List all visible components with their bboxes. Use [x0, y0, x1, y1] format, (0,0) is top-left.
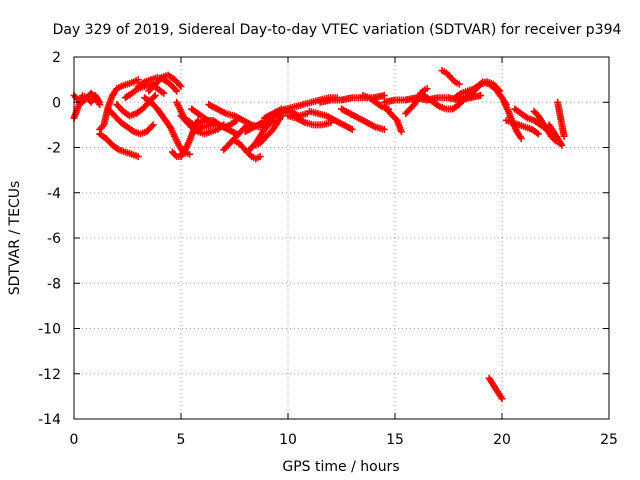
data-point — [348, 125, 356, 133]
series-arc-27 — [338, 105, 388, 133]
y-tick-label: -12 — [38, 367, 61, 383]
data-point — [477, 91, 485, 99]
data-point — [558, 141, 566, 149]
data-point — [380, 125, 388, 133]
data-point — [256, 153, 264, 161]
data-point — [423, 85, 431, 93]
series-arc-40 — [545, 121, 566, 149]
x-tick-label: 25 — [600, 432, 618, 448]
series-arc-36 — [500, 98, 525, 142]
y-tick-label: -14 — [38, 412, 61, 428]
data-point — [96, 101, 104, 109]
series-arc-24 — [284, 112, 335, 129]
y-tick-label: -2 — [47, 141, 61, 157]
series-arc-41 — [554, 98, 568, 140]
y-tick-label: -10 — [38, 322, 61, 338]
series-arc-20 — [252, 112, 286, 149]
series-arc-33 — [438, 67, 463, 88]
y-axis-label: SDTVAR / TECUs — [7, 181, 23, 296]
x-tick-label: 0 — [70, 432, 79, 448]
data-point — [186, 150, 194, 158]
data-point — [134, 76, 142, 84]
x-axis-label: GPS time / hours — [282, 459, 399, 475]
data-point — [455, 80, 463, 88]
data-point — [517, 134, 525, 142]
y-tick-label: 0 — [52, 95, 61, 111]
data-point — [149, 121, 157, 129]
data-point — [534, 130, 542, 138]
data-point — [151, 91, 159, 99]
y-tick-label: -6 — [47, 231, 61, 247]
series-arc-32 — [417, 89, 476, 113]
chart-title: Day 329 of 2019, Sidereal Day-to-day VTE… — [53, 22, 622, 38]
series-arc-02 — [70, 89, 104, 109]
series-arc-37 — [502, 116, 542, 138]
data-point — [73, 94, 81, 102]
series-arc-05 — [104, 105, 157, 138]
data-point — [560, 132, 568, 140]
y-tick-label: 2 — [52, 50, 61, 66]
series-arc-04 — [96, 130, 142, 161]
data-point — [148, 122, 156, 130]
data-point — [150, 93, 158, 101]
data-point — [449, 76, 457, 84]
x-tick-label: 15 — [386, 432, 404, 448]
series-arc-29 — [380, 103, 405, 136]
data-point — [171, 86, 179, 94]
data-point — [380, 91, 388, 99]
x-tick-label: 5 — [177, 432, 186, 448]
data-point — [177, 82, 185, 90]
data-point — [498, 395, 506, 403]
series-arc-42 — [485, 374, 506, 403]
data-point — [173, 87, 181, 95]
data-point — [134, 153, 142, 161]
y-tick-label: -4 — [47, 186, 61, 202]
series-arc-25 — [305, 107, 356, 133]
data-point — [171, 151, 179, 159]
series-arc-10 — [145, 71, 185, 95]
data-point — [397, 128, 405, 136]
y-tick-label: -8 — [47, 276, 61, 292]
data-point — [176, 81, 184, 89]
data-point — [160, 89, 168, 97]
x-tick-label: 10 — [279, 432, 297, 448]
x-tick-label: 20 — [493, 432, 511, 448]
data-points — [70, 67, 568, 403]
